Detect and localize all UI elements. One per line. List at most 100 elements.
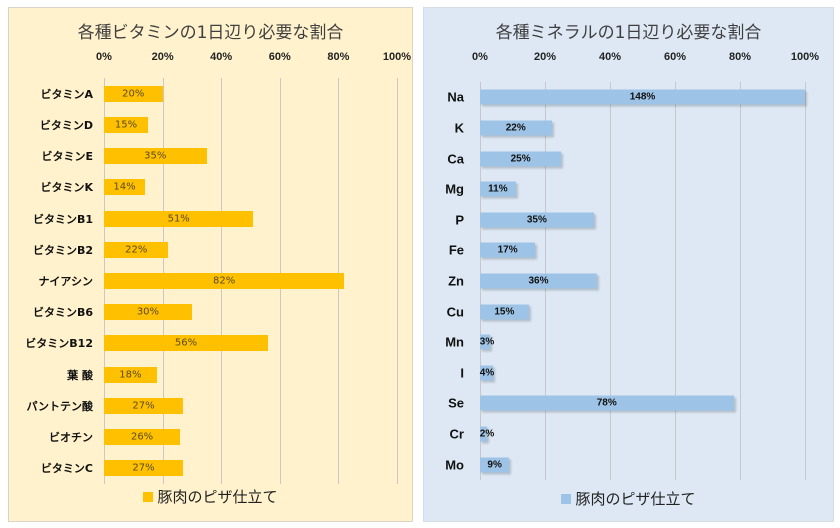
gridline	[740, 82, 741, 480]
x-tick-label: 60%	[268, 51, 291, 63]
category-label: Ca	[447, 151, 464, 167]
vitamin-chart-panel: 各種ビタミンの1日辺り必要な割合 豚肉のピザ仕立て 0% 20% 40% 60% 80%…	[8, 7, 413, 522]
bar	[480, 365, 493, 381]
bar	[480, 457, 510, 473]
bar	[104, 335, 269, 352]
category-label: Mg	[445, 181, 464, 197]
bar	[104, 210, 254, 227]
data-label: 22%	[125, 244, 148, 256]
category-label: ナイアシン	[38, 275, 93, 288]
x-tick-label: 0%	[472, 51, 488, 63]
bar	[104, 429, 181, 446]
category-label: ビタミンK	[40, 181, 93, 195]
category-label: Cu	[446, 304, 464, 320]
bar	[480, 242, 536, 258]
data-label: 15%	[114, 119, 138, 131]
bar	[104, 179, 146, 196]
data-label: 35%	[144, 150, 167, 162]
data-label: 20%	[122, 88, 145, 100]
bar	[480, 273, 597, 289]
bar	[480, 89, 805, 105]
bar	[104, 241, 169, 258]
category-label: Fe	[448, 242, 464, 258]
data-label: 148%	[629, 91, 656, 103]
category-label: Zn	[448, 273, 464, 289]
data-label: 27%	[132, 400, 155, 412]
category-label: ビタミンB2	[32, 243, 93, 257]
mineral-chart-panel: 各種ミネラルの1日辺り必要な割合 豚肉のピザ仕立て 0% 20% 40% 60% 80%…	[423, 7, 834, 522]
data-label: 27%	[132, 462, 155, 474]
gridline	[805, 82, 806, 480]
x-tick-label: 40%	[210, 51, 233, 63]
data-label: 25%	[510, 153, 531, 165]
data-label: 11%	[488, 183, 508, 195]
category-label: ビタミンA	[40, 87, 93, 101]
bar	[480, 181, 516, 197]
data-label: 78%	[596, 397, 617, 409]
data-label: 15%	[494, 306, 515, 318]
data-label: 35%	[526, 214, 547, 226]
bar	[480, 120, 552, 136]
data-label: 30%	[136, 306, 160, 318]
bar	[480, 304, 529, 320]
legend-label: 豚肉のピザ仕立て	[157, 488, 278, 506]
category-label: Cr	[449, 426, 464, 442]
category-label: 葉 酸	[67, 368, 93, 382]
category-label: ビタミンB1	[32, 212, 93, 226]
x-tick-label: 0%	[96, 51, 112, 63]
legend-marker	[143, 492, 154, 502]
x-tick-label: 100%	[382, 51, 412, 63]
bar	[104, 366, 157, 383]
data-label: 56%	[174, 337, 198, 349]
data-label: 36%	[528, 275, 549, 287]
x-tick-label: 60%	[663, 51, 687, 63]
category-label: ビタミンE	[41, 150, 93, 164]
bar	[104, 148, 207, 165]
gridline	[397, 78, 398, 484]
chart-title: 各種ミネラルの1日辺り必要な割合	[495, 23, 762, 43]
category-label: K	[454, 120, 464, 136]
x-tick-label: 100%	[790, 51, 820, 63]
bar	[104, 397, 184, 414]
x-tick-label: 80%	[327, 51, 350, 63]
bar	[104, 116, 148, 133]
bar	[104, 304, 192, 321]
data-label: 18%	[119, 369, 142, 381]
bar	[104, 460, 184, 477]
category-label: Mn	[445, 334, 464, 350]
data-label: 3%	[479, 336, 495, 348]
category-label: ビタミンC	[40, 462, 93, 476]
x-tick-label: 40%	[598, 51, 622, 63]
data-label: 17%	[497, 244, 518, 256]
x-tick-label: 20%	[151, 51, 174, 63]
category-label: パントテン酸	[26, 399, 93, 413]
bar	[480, 334, 490, 350]
category-label: P	[455, 212, 464, 228]
bar	[104, 85, 163, 102]
data-label: 2%	[479, 428, 495, 440]
data-label: 4%	[479, 367, 495, 379]
category-label: ビオチン	[49, 431, 93, 445]
data-label: 51%	[167, 213, 190, 225]
bar	[480, 426, 487, 442]
data-label: 82%	[213, 275, 236, 287]
bar	[480, 151, 562, 167]
category-label: ビタミンB12	[25, 337, 93, 351]
category-label: Se	[448, 395, 464, 411]
legend: 豚肉のピザ仕立て	[424, 488, 833, 509]
data-label: 22%	[505, 122, 526, 134]
bar	[104, 273, 345, 289]
category-label: Mo	[445, 457, 464, 473]
gridline	[675, 82, 676, 480]
x-tick-label: 20%	[533, 51, 557, 63]
x-tick-label: 80%	[728, 51, 752, 63]
legend-label: 豚肉のピザ仕立て	[575, 490, 696, 508]
data-label: 14%	[113, 181, 136, 193]
data-label: 9%	[487, 459, 502, 471]
category-label: ビタミンD	[39, 118, 93, 132]
category-label: Na	[447, 89, 464, 105]
category-label: I	[460, 365, 464, 381]
legend: 豚肉のピザ仕立て	[9, 486, 412, 507]
chart-title: 各種ビタミンの1日辺り必要な割合	[77, 23, 344, 43]
data-label: 26%	[130, 431, 154, 443]
